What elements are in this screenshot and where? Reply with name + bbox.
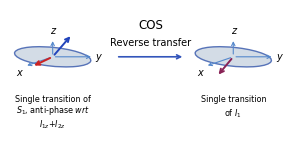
Text: Single transition of: Single transition of — [15, 95, 91, 104]
Text: z: z — [50, 26, 55, 36]
Text: Reverse transfer: Reverse transfer — [110, 38, 191, 48]
Ellipse shape — [14, 47, 91, 67]
Text: $S_1$, anti-phase $\mathit{wrt}$: $S_1$, anti-phase $\mathit{wrt}$ — [16, 104, 90, 117]
Text: Single transition: Single transition — [200, 95, 266, 104]
Text: COS: COS — [138, 19, 163, 32]
Text: z: z — [231, 26, 236, 36]
Text: x: x — [197, 67, 203, 78]
Text: y: y — [96, 52, 101, 62]
Text: of $I_1$: of $I_1$ — [225, 107, 242, 120]
Text: x: x — [16, 67, 22, 78]
Text: y: y — [276, 52, 282, 62]
Text: $I_{1z}$+$I_{2z}$: $I_{1z}$+$I_{2z}$ — [39, 119, 66, 131]
Ellipse shape — [195, 47, 272, 67]
